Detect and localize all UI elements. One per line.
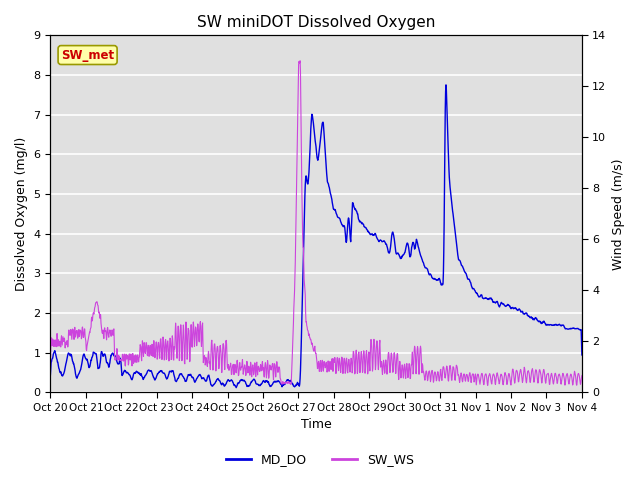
- Title: SW miniDOT Dissolved Oxygen: SW miniDOT Dissolved Oxygen: [197, 15, 435, 30]
- Text: SW_met: SW_met: [61, 48, 114, 61]
- Legend: MD_DO, SW_WS: MD_DO, SW_WS: [221, 448, 419, 471]
- X-axis label: Time: Time: [301, 419, 332, 432]
- Y-axis label: Dissolved Oxygen (mg/l): Dissolved Oxygen (mg/l): [15, 137, 28, 291]
- Y-axis label: Wind Speed (m/s): Wind Speed (m/s): [612, 158, 625, 270]
